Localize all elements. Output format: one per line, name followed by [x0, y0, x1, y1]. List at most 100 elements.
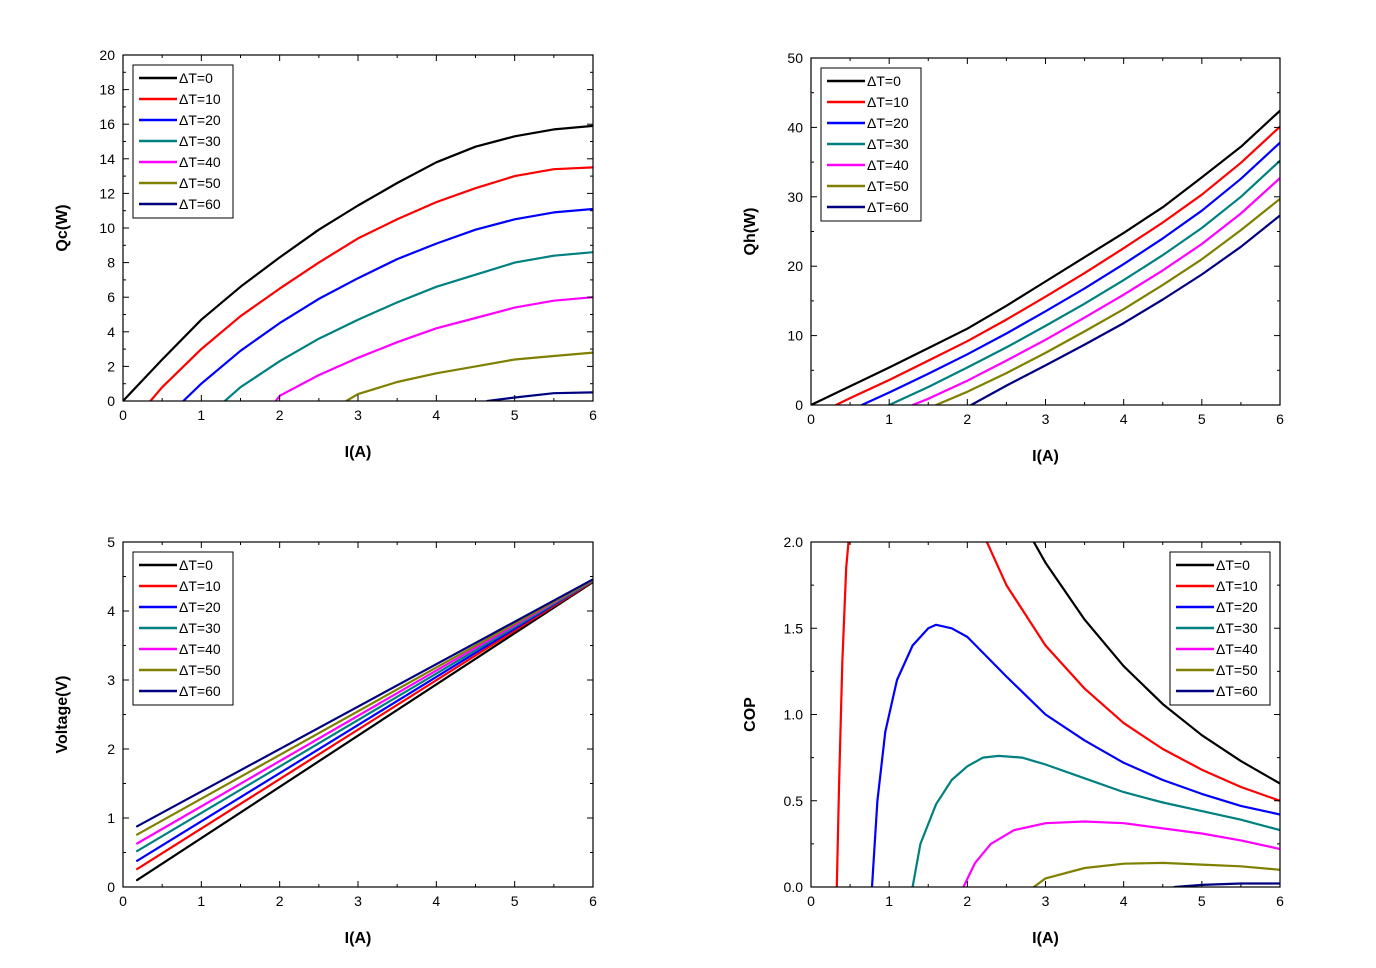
y-tick-label: 0	[107, 879, 115, 895]
series-line-t10	[985, 542, 1280, 802]
series-line-t30	[136, 579, 593, 853]
series-line-t20	[136, 579, 593, 862]
legend-label: ΔT=20	[179, 112, 221, 128]
legend-label: ΔT=10	[1216, 578, 1258, 594]
legend-label: ΔT=20	[867, 115, 909, 131]
y-tick-label: 14	[99, 151, 115, 167]
legend-label: ΔT=30	[867, 136, 909, 152]
x-axis-label: I(A)	[345, 444, 372, 461]
series-line-t60	[486, 391, 593, 401]
series-line-t40	[911, 177, 1280, 405]
x-tick-label: 0	[807, 411, 815, 427]
x-tick-label: 0	[119, 893, 127, 909]
legend-label: ΔT=20	[179, 599, 221, 615]
x-axis-label: I(A)	[345, 930, 372, 947]
series-line-t10	[834, 125, 1280, 405]
y-tick-label: 5	[107, 534, 115, 550]
y-axis-label: Qc(W)	[54, 204, 71, 251]
x-tick-label: 6	[589, 893, 597, 909]
legend-label: ΔT=60	[1216, 683, 1258, 699]
y-tick-label: 3	[107, 672, 115, 688]
y-tick-label: 12	[99, 185, 115, 201]
y-axis-label: COP	[742, 697, 759, 732]
y-tick-label: 16	[99, 116, 115, 132]
legend-label: ΔT=50	[179, 662, 221, 678]
legend-label: ΔT=60	[179, 683, 221, 699]
series-line-t50	[345, 351, 593, 401]
series-line-t40	[136, 578, 593, 845]
legend-label: ΔT=50	[867, 178, 909, 194]
series-line-t60	[970, 214, 1280, 405]
series-line-t0	[1032, 542, 1280, 785]
x-tick-label: 0	[119, 407, 127, 423]
legend-label: ΔT=60	[867, 199, 909, 215]
y-tick-label: 0.0	[784, 879, 804, 895]
legend-label: ΔT=0	[179, 557, 213, 573]
legend-label: ΔT=0	[179, 70, 213, 86]
y-tick-label: 10	[787, 328, 803, 344]
legend: ΔT=0 ΔT=10 ΔT=20 ΔT=30 ΔT=40 ΔT=50 ΔT=60	[820, 67, 922, 222]
legend-label: ΔT=10	[179, 578, 221, 594]
x-axis-label: I(A)	[1032, 930, 1059, 947]
x-tick-label: 3	[1042, 411, 1050, 427]
x-tick-label: 4	[432, 893, 440, 909]
series-line-t60	[136, 578, 593, 828]
y-tick-label: 1	[107, 810, 115, 826]
series-group	[835, 542, 1280, 887]
y-tick-label: 8	[107, 255, 115, 271]
legend-label: ΔT=30	[1216, 620, 1258, 636]
x-tick-label: 0	[807, 893, 815, 909]
y-tick-label: 2.0	[784, 534, 804, 550]
y-tick-label: 4	[107, 603, 115, 619]
x-tick-label: 1	[885, 893, 893, 909]
y-tick-label: 50	[787, 50, 803, 66]
x-tick-label: 2	[276, 407, 284, 423]
series-line-t60	[1173, 882, 1280, 887]
y-tick-label: 2	[107, 741, 115, 757]
series-line-t40	[274, 296, 593, 401]
legend: ΔT=0 ΔT=10 ΔT=20 ΔT=30 ΔT=40 ΔT=50 ΔT=60	[1169, 551, 1271, 706]
series-line-t40	[962, 820, 1280, 887]
legend-label: ΔT=10	[867, 94, 909, 110]
x-tick-label: 6	[1276, 893, 1284, 909]
y-tick-label: 30	[787, 189, 803, 205]
y-tick-label: 10	[99, 220, 115, 236]
chart-panel-4: 0 1 2 3 4 5 60.00.51.01.52.0I(A)COPΔT=0ΔT=10ΔT…	[742, 534, 1284, 947]
x-tick-label: 1	[197, 407, 205, 423]
y-tick-label: 40	[787, 119, 803, 135]
legend-label: ΔT=50	[1216, 662, 1258, 678]
x-tick-label: 5	[511, 407, 519, 423]
y-tick-label: 1.5	[784, 620, 804, 636]
x-tick-label: 3	[354, 893, 362, 909]
x-tick-label: 2	[963, 893, 971, 909]
legend-label: ΔT=0	[867, 73, 901, 89]
series-group	[136, 578, 593, 882]
y-tick-label: 0.5	[784, 793, 804, 809]
legend-label: ΔT=50	[179, 175, 221, 191]
x-tick-label: 5	[1198, 411, 1206, 427]
x-tick-label: 1	[197, 893, 205, 909]
series-line-t0	[136, 580, 593, 882]
x-tick-label: 3	[1042, 893, 1050, 909]
series-line-t10	[835, 542, 850, 887]
series-line-t50	[934, 197, 1280, 405]
x-tick-label: 5	[1198, 893, 1206, 909]
series-line-t20	[870, 623, 1280, 887]
x-tick-label: 2	[963, 411, 971, 427]
y-tick-label: 20	[787, 258, 803, 274]
y-tick-label: 18	[99, 82, 115, 98]
legend-label: ΔT=30	[179, 620, 221, 636]
series-line-t50	[136, 578, 593, 836]
x-tick-label: 6	[1276, 411, 1284, 427]
legend-label: ΔT=10	[179, 91, 221, 107]
x-tick-label: 4	[1120, 411, 1128, 427]
x-tick-label: 3	[354, 407, 362, 423]
y-axis-label: Voltage(V)	[54, 676, 71, 754]
x-tick-label: 2	[276, 893, 284, 909]
series-line-t20	[860, 141, 1280, 405]
x-tick-label: 6	[589, 407, 597, 423]
x-tick-label: 1	[885, 411, 893, 427]
y-tick-label: 1.0	[784, 707, 804, 723]
x-tick-label: 4	[1120, 893, 1128, 909]
